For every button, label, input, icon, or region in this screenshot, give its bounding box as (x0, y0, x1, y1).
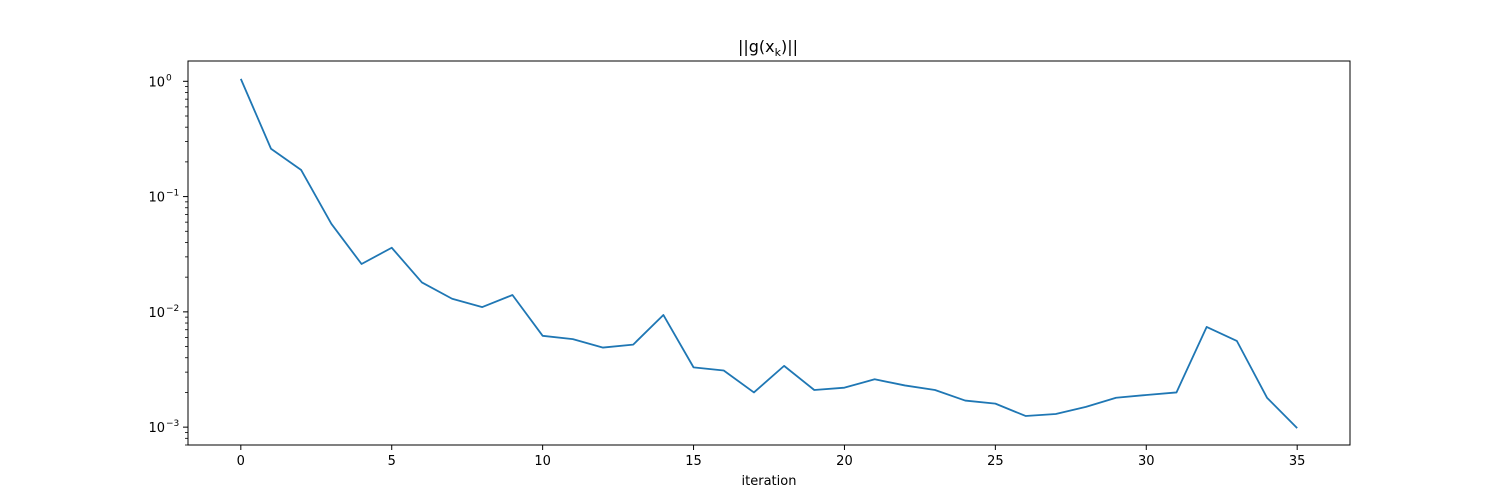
x-axis-label: iteration (742, 474, 797, 489)
x-tick-label: 0 (237, 454, 245, 469)
plot-area-frame (187, 60, 1351, 446)
x-tick-label: 25 (987, 454, 1004, 469)
chart-title: ||g(xk)|| (738, 37, 798, 59)
x-tick-label: 15 (685, 454, 702, 469)
x-tick-label: 5 (388, 454, 396, 469)
x-tick-label: 30 (1138, 454, 1155, 469)
x-tick-label: 10 (534, 454, 551, 469)
x-axis: 0 5 10 15 20 25 30 35 (237, 445, 1306, 469)
y-tick-label-exponent: −1 (166, 189, 179, 199)
y-tick-label-exponent: 0 (166, 73, 172, 83)
y-tick-label-exponent: −2 (166, 304, 179, 314)
series-line (239, 78, 1298, 429)
x-tick-label: 20 (836, 454, 853, 469)
y-tick-label: 10 (148, 421, 165, 436)
chart-title-subscript: k (775, 46, 782, 59)
y-tick-label: 10 (148, 75, 165, 90)
y-tick-label: 10 (148, 191, 165, 206)
y-tick-label: 10 (148, 306, 165, 321)
y-tick-label-exponent: −3 (166, 419, 179, 429)
x-tick-label: 35 (1289, 454, 1306, 469)
